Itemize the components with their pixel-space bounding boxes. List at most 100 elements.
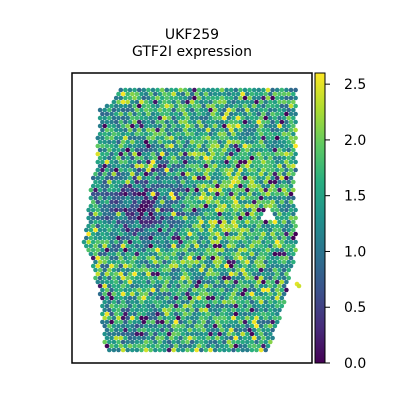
colorbar-ticks: 0.00.51.01.52.02.5 <box>325 77 366 372</box>
spot <box>215 159 220 165</box>
spot <box>169 223 174 229</box>
spot <box>178 127 183 133</box>
spot <box>130 123 135 129</box>
spot <box>194 299 199 305</box>
spot <box>277 259 282 265</box>
spot <box>199 131 204 137</box>
spot <box>100 239 105 245</box>
spot <box>93 227 98 233</box>
spot <box>132 175 137 181</box>
spot <box>185 339 190 345</box>
spot <box>279 135 285 141</box>
spot <box>249 203 255 209</box>
spot <box>231 179 236 185</box>
spot <box>256 183 262 189</box>
spot <box>189 179 195 185</box>
spot <box>178 303 183 309</box>
spot <box>281 251 287 257</box>
spot <box>281 299 287 305</box>
spot <box>277 155 282 161</box>
spot <box>146 287 151 293</box>
spot <box>231 99 236 105</box>
spot <box>228 247 234 253</box>
spot <box>116 275 121 281</box>
spot <box>166 243 172 249</box>
spot <box>217 307 222 313</box>
spot <box>111 227 117 233</box>
spot <box>272 147 278 153</box>
spot <box>136 287 142 293</box>
spot <box>277 147 282 153</box>
spot <box>272 323 278 329</box>
spot <box>178 215 183 221</box>
spot <box>116 339 121 345</box>
spot <box>254 203 259 209</box>
spot <box>134 99 140 105</box>
spot <box>125 323 130 329</box>
spot <box>288 239 294 245</box>
spot <box>157 259 163 265</box>
spot <box>196 247 202 253</box>
spot <box>279 143 285 149</box>
spot <box>166 251 172 257</box>
spot <box>159 327 165 333</box>
spot <box>134 331 140 337</box>
spot <box>219 247 225 253</box>
spot <box>272 187 278 193</box>
spot <box>134 227 140 233</box>
spot <box>143 139 149 145</box>
spot <box>185 315 190 321</box>
spot <box>102 171 107 177</box>
spot <box>240 291 245 297</box>
spot <box>215 343 220 349</box>
spot <box>143 227 149 233</box>
spot <box>203 99 209 105</box>
spot <box>173 303 179 309</box>
spot <box>233 223 239 229</box>
spot <box>263 227 269 233</box>
spot <box>185 251 190 257</box>
spot <box>153 275 158 281</box>
spot <box>288 159 294 165</box>
spot <box>155 127 160 133</box>
spot <box>97 219 103 225</box>
spot <box>242 191 248 197</box>
spot <box>233 167 239 173</box>
colorbar <box>315 73 325 363</box>
spot <box>109 239 114 245</box>
spot <box>201 207 206 213</box>
spot <box>88 195 94 201</box>
spot <box>228 215 234 221</box>
spot <box>205 159 211 165</box>
spot <box>217 251 222 257</box>
spot <box>113 287 119 293</box>
spot <box>120 115 126 121</box>
spot <box>123 127 128 133</box>
spot <box>150 255 156 261</box>
spot <box>139 251 144 257</box>
spot <box>288 247 294 253</box>
spot <box>148 187 153 193</box>
spot <box>199 179 204 185</box>
spot <box>284 255 289 261</box>
spot <box>192 247 197 253</box>
spot <box>226 323 232 329</box>
spot <box>120 139 126 145</box>
spot <box>212 347 218 353</box>
spot <box>192 335 197 341</box>
spot <box>231 147 236 153</box>
spot <box>210 295 216 301</box>
spot <box>228 279 234 285</box>
spot <box>157 123 163 129</box>
spot <box>251 247 257 253</box>
spot <box>224 191 229 197</box>
spot <box>157 283 163 289</box>
spot <box>194 347 199 353</box>
spot <box>224 111 229 117</box>
spot <box>286 203 292 209</box>
spot <box>201 255 206 261</box>
spot <box>166 171 172 177</box>
spot <box>258 195 264 201</box>
spot <box>118 319 124 325</box>
spot <box>139 219 144 225</box>
